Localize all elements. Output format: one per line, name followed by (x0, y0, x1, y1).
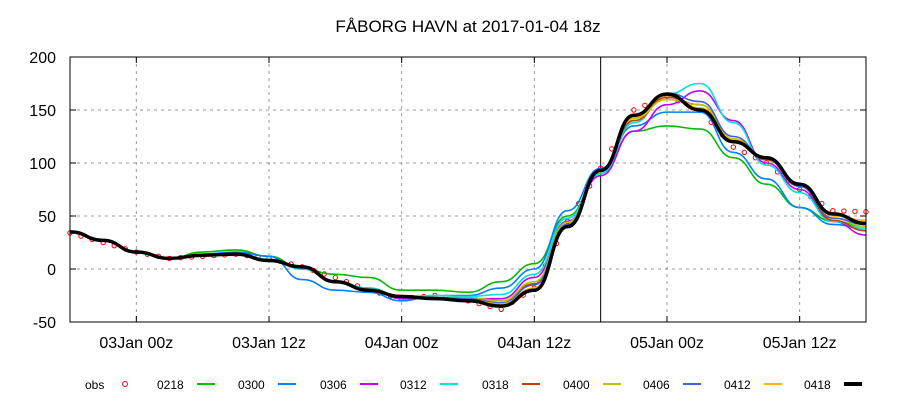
legend-label: 0406 (643, 378, 670, 392)
obs-point (841, 208, 847, 214)
series-line-0312 (69, 82, 867, 298)
legend-label: obs (85, 378, 104, 392)
legend-label: 0218 (157, 378, 184, 392)
x-tick-label: 04Jan 00z (365, 335, 439, 352)
chart-title: FÅBORG HAVN at 2017-01-04 18z (335, 17, 600, 36)
obs-point (741, 149, 748, 156)
legend-label: 0312 (400, 378, 427, 392)
series-line-0300 (69, 111, 867, 302)
series-line-0218 (69, 125, 867, 294)
legend-marker-obs (122, 381, 128, 387)
x-tick-label: 03Jan 12z (232, 335, 306, 352)
series-line-0412 (69, 94, 867, 305)
x-tick-label: 04Jan 12z (497, 335, 571, 352)
obs-point (631, 107, 637, 113)
series-line-0306 (69, 90, 867, 300)
legend-label: 0300 (238, 378, 265, 392)
y-tick-label: 100 (29, 156, 56, 173)
y-tick-label: 0 (47, 262, 56, 279)
legend-label: 0306 (320, 378, 347, 392)
series-group (67, 82, 869, 312)
obs-point (730, 144, 737, 150)
legend-label: 0400 (563, 378, 590, 392)
obs-point (332, 274, 339, 281)
x-tick-label: 03Jan 00z (99, 335, 173, 352)
y-tick-label: 150 (29, 103, 56, 120)
legend-label: 0318 (482, 378, 509, 392)
obs-point (642, 102, 648, 109)
obs-point (852, 208, 858, 215)
legend-label: 0412 (724, 378, 751, 392)
series-line-0318 (69, 96, 867, 302)
grid (70, 57, 866, 322)
y-tick-label: 200 (29, 50, 56, 67)
series-line-0406 (69, 92, 867, 304)
series-line-0418 (69, 92, 867, 308)
x-tick-label: 05Jan 00z (630, 335, 704, 352)
series-line-0400 (69, 98, 867, 302)
legend-label: 0418 (804, 378, 831, 392)
y-tick-label: 50 (38, 209, 56, 226)
legend: obs 0218 0300 0306 0312 0318 0400 0406 0412 0418 (85, 378, 862, 392)
y-tick-label: -50 (33, 315, 56, 332)
axes: -50 0 50 100 150 200 03Jan 00z 03Jan 12z 04Jan 0… (29, 50, 866, 352)
x-tick-label: 05Jan 12z (763, 335, 837, 352)
plot-frame (69, 56, 867, 323)
